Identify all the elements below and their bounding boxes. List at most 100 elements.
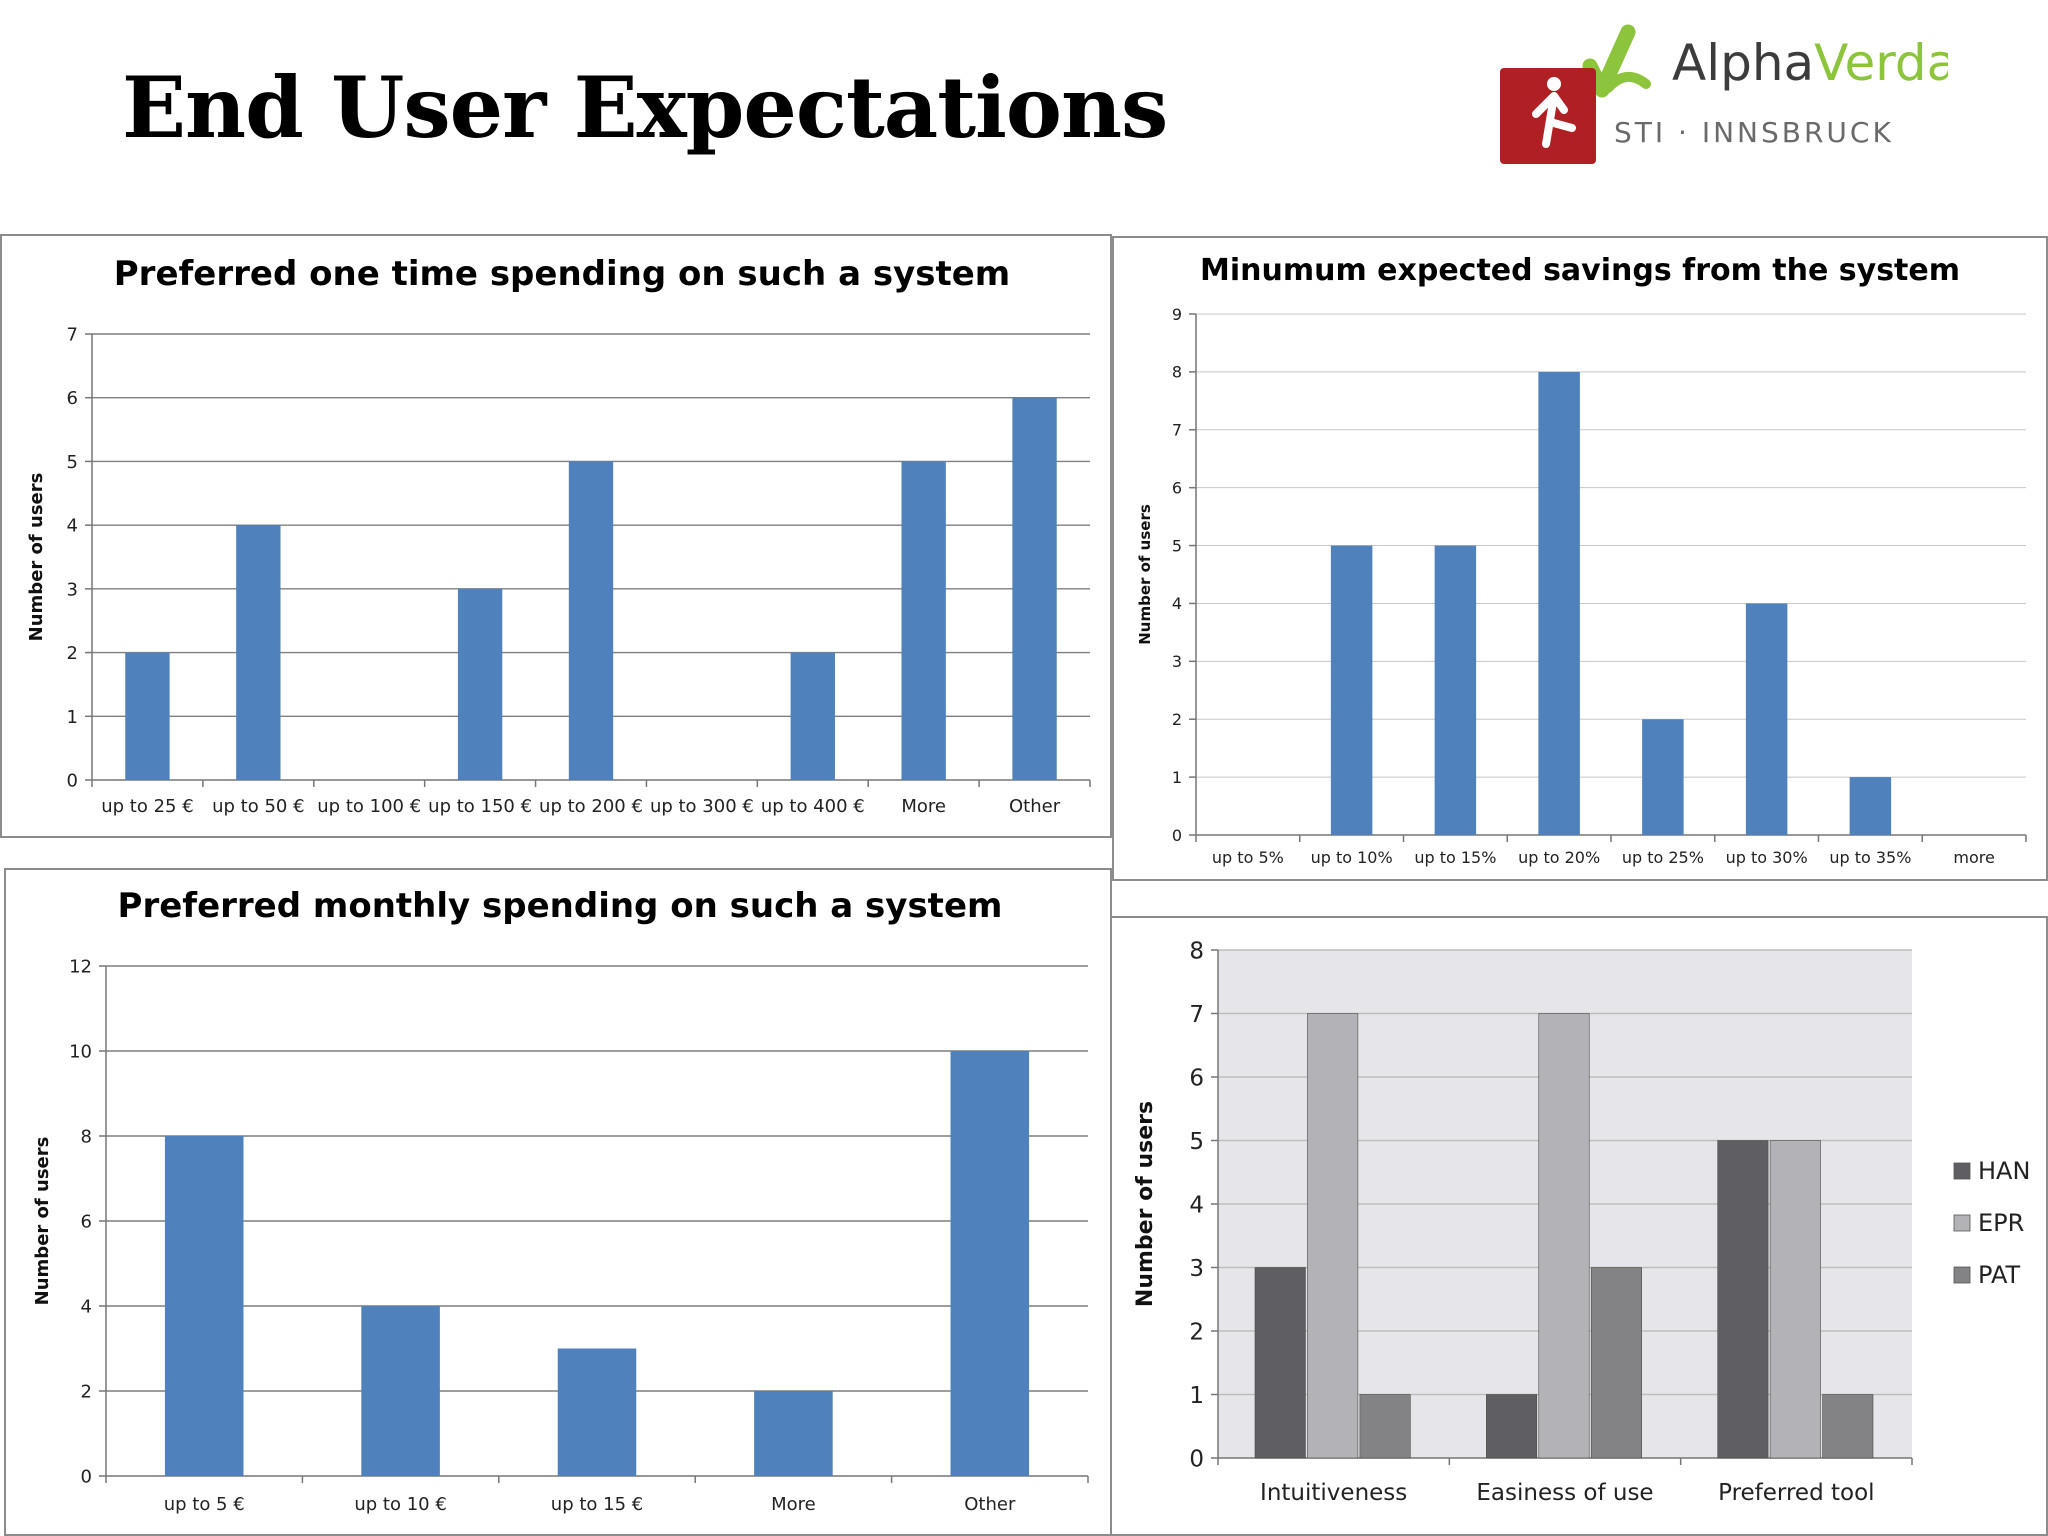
x-tick-label: More <box>771 1494 816 1515</box>
bar <box>1717 1140 1769 1459</box>
bar <box>1359 1394 1411 1459</box>
chart-one-time-spending: 0 1 2 3 4 5 6 7 up to 25 € up to 50 € up to 100 € u… <box>26 254 1091 817</box>
chart-title: Preferred monthly spending on such a sys… <box>118 886 1003 926</box>
y-tick-label: 6 <box>67 388 78 409</box>
chart-title: Preferred one time spending on such a sy… <box>114 254 1010 294</box>
legend-label: PAT <box>1978 1261 2020 1289</box>
legend-swatch <box>1953 1162 1971 1180</box>
bar <box>1590 1267 1642 1459</box>
legend: HAN EPR PAT <box>1953 1157 2030 1289</box>
y-tick-label: 4 <box>1189 1192 1204 1218</box>
x-tick-label: up to 25% <box>1622 848 1704 867</box>
bar <box>125 652 170 780</box>
bar <box>1849 777 1892 835</box>
x-tick-label: up to 25 € <box>101 796 193 817</box>
y-tick-label: 6 <box>1189 1065 1204 1091</box>
bar <box>754 1391 833 1476</box>
legend-label: EPR <box>1978 1209 2024 1237</box>
x-tick-label: up to 200 € <box>539 796 643 817</box>
logo-graphic: AlphaVerda STI · INNSBRUCK <box>1500 24 1957 164</box>
slide-title: End User Expectations <box>122 58 1168 157</box>
y-tick-label: 5 <box>67 452 78 473</box>
y-tick-label: 3 <box>1172 652 1182 671</box>
legend-swatch <box>1953 1266 1971 1284</box>
y-tick-label: 2 <box>81 1381 92 1402</box>
legend-label: HAN <box>1978 1157 2030 1185</box>
y-tick-label: 7 <box>1189 1002 1204 1028</box>
bar <box>568 461 614 780</box>
bar <box>164 1136 244 1476</box>
x-tick-label: Preferred tool <box>1718 1480 1874 1506</box>
chart-monthly-spending: 0 2 4 6 8 10 12 up to 5 € up to 10 € up to 15 € Mo… <box>32 886 1089 1515</box>
chart-panel-monthly-spending: 0 2 4 6 8 10 12 up to 5 € up to 10 € up to 15 € Mo… <box>4 868 1112 1536</box>
x-tick-label: up to 10% <box>1311 848 1393 867</box>
x-tick-label: up to 5% <box>1212 848 1284 867</box>
x-tick-label: Other <box>1009 796 1061 817</box>
x-tick-label: Easiness of use <box>1476 1480 1653 1506</box>
y-tick-label: 8 <box>81 1126 92 1147</box>
bar <box>1434 545 1477 835</box>
bar <box>1254 1267 1306 1459</box>
legend-swatch <box>1953 1214 1971 1232</box>
y-tick-label: 2 <box>1189 1319 1204 1345</box>
bar <box>1642 719 1684 835</box>
x-tick-label: Intuitiveness <box>1260 1480 1407 1506</box>
bar <box>1769 1140 1821 1459</box>
x-tick-label: up to 15 € <box>551 1494 643 1515</box>
x-tick-label: up to 20% <box>1518 848 1600 867</box>
y-tick-label: 0 <box>1172 826 1182 845</box>
chart-expected-savings: 0 1 2 3 4 5 6 7 8 9 up to 5% up to 10% up to 15% up t… <box>1136 253 2027 867</box>
y-tick-label: 4 <box>81 1296 92 1317</box>
y-tick-label: 4 <box>67 516 78 537</box>
bar <box>1538 1013 1590 1459</box>
y-tick-label: 2 <box>67 643 78 664</box>
x-tick-label: up to 10 € <box>354 1494 446 1515</box>
y-tick-label: 2 <box>1172 710 1182 729</box>
bar <box>361 1306 440 1476</box>
chart-panel-one-time-spending: 0 1 2 3 4 5 6 7 up to 25 € up to 50 € up to 100 € u… <box>0 234 1112 838</box>
x-tick-label: More <box>901 796 946 817</box>
y-tick-label: 4 <box>1172 594 1182 613</box>
y-tick-label: 5 <box>1189 1129 1204 1155</box>
x-tick-label: up to 35% <box>1829 848 1911 867</box>
x-tick-label: up to 300 € <box>650 796 754 817</box>
x-tick-label: up to 150 € <box>428 796 532 817</box>
bar <box>557 1348 637 1476</box>
x-tick-label: up to 15% <box>1414 848 1496 867</box>
bar <box>457 588 503 780</box>
bar <box>790 652 835 780</box>
x-tick-label: up to 5 € <box>164 1494 245 1515</box>
y-tick-label: 7 <box>67 324 78 345</box>
bar <box>1486 1394 1538 1459</box>
y-tick-label: 6 <box>81 1211 92 1232</box>
y-axis-label: Number of users <box>1136 504 1154 645</box>
bar <box>1745 603 1788 835</box>
x-tick-label: up to 30% <box>1726 848 1808 867</box>
chart-panel-tool-ratings: 0 1 2 3 4 5 6 7 8 Intuitiveness Easiness of use Pre… <box>1110 916 2048 1536</box>
chart-title: Minumum expected savings from the system <box>1200 253 1960 288</box>
logo-org: STI · INNSBRUCK <box>1614 116 1894 149</box>
y-tick-label: 12 <box>69 956 92 977</box>
y-axis-label: Number of users <box>32 1137 53 1306</box>
y-tick-label: 0 <box>81 1466 92 1487</box>
y-tick-label: 3 <box>67 579 78 600</box>
y-tick-label: 7 <box>1172 421 1182 440</box>
y-tick-label: 0 <box>67 770 78 791</box>
bar <box>1538 371 1580 835</box>
logo: AlphaVerda STI · INNSBRUCK <box>1496 18 1957 170</box>
y-tick-label: 6 <box>1172 478 1182 497</box>
bar <box>950 1051 1030 1476</box>
x-tick-label: Other <box>964 1494 1016 1515</box>
x-tick-label: more <box>1953 848 1994 867</box>
y-tick-label: 1 <box>1189 1383 1204 1409</box>
y-tick-label: 8 <box>1172 363 1182 382</box>
y-tick-label: 9 <box>1172 305 1182 324</box>
y-tick-label: 1 <box>67 707 78 728</box>
y-tick-label: 1 <box>1172 768 1182 787</box>
y-tick-label: 0 <box>1189 1446 1204 1472</box>
y-tick-label: 10 <box>69 1041 92 1062</box>
y-axis-label: Number of users <box>1133 1101 1158 1307</box>
bar <box>901 461 946 780</box>
bar <box>1330 545 1373 835</box>
y-tick-label: 3 <box>1189 1256 1204 1282</box>
